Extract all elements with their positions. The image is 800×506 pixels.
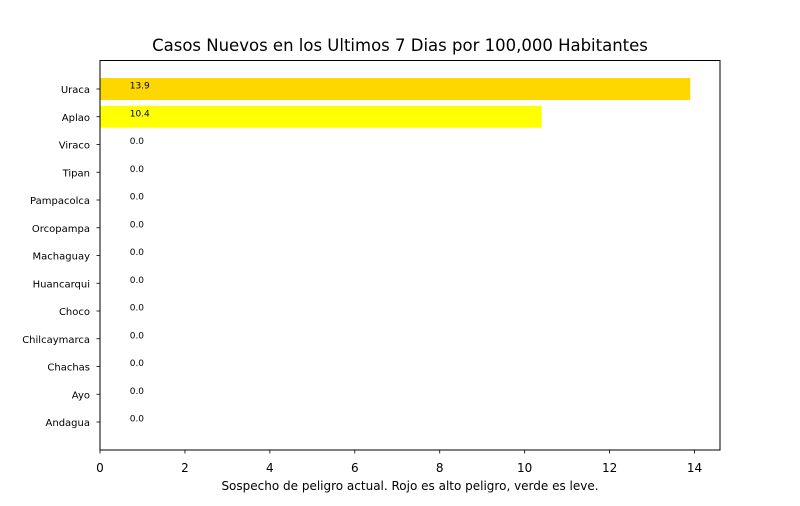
y-tick-label: Choco [59,307,90,318]
data-label: 10.4 [130,109,150,119]
x-tick-label: 4 [266,461,274,475]
y-tick-label: Ayo [72,390,90,401]
plot-area: 13.9 10.4 0.0 0.0 0.0 0.0 0.0 0.0 0.0 0.0 0.0 0.0 0.… [100,78,691,425]
data-label: 0.0 [130,248,145,258]
y-tick-label: Machaguay [33,252,91,263]
y-tick-label: Chachas [47,363,90,374]
x-axis-label: Sospecho de peligro actual. Rojo es alto… [221,479,598,493]
data-label: 0.0 [130,276,145,286]
bar [100,105,542,128]
data-label: 0.0 [130,387,145,397]
x-tick-label: 14 [687,461,702,475]
y-axis: Uraca Aplao Viraco Tipan Pampacolca Orcopampa… [22,85,100,429]
data-label: 0.0 [130,193,145,203]
y-tick-label: Tipan [62,168,90,179]
x-tick-label: 0 [96,461,104,475]
y-tick-label: Andagua [46,418,90,429]
x-tick-label: 10 [517,461,532,475]
data-label: 13.9 [130,82,150,92]
x-tick-label: 8 [436,461,444,475]
data-label: 0.0 [130,304,145,314]
bar [100,78,691,100]
chart-title: Casos Nuevos en los Ultimos 7 Dias por 1… [152,36,648,55]
data-label: 0.0 [130,220,145,230]
data-label: 0.0 [130,165,145,175]
data-label: 0.0 [130,359,145,369]
data-label: 0.0 [130,137,145,147]
data-label: 0.0 [130,331,145,341]
x-tick-label: 2 [181,461,189,475]
y-tick-label: Uraca [61,85,90,96]
x-tick-label: 6 [351,461,359,475]
y-tick-label: Pampacolca [30,196,90,207]
y-tick-label: Aplao [62,113,90,124]
data-label: 0.0 [130,415,145,425]
x-axis: 0 2 4 6 8 10 12 14 [96,450,702,475]
x-tick-label: 12 [602,461,617,475]
y-tick-label: Viraco [59,141,90,152]
y-tick-label: Chilcaymarca [22,335,90,346]
y-tick-label: Orcopampa [32,224,90,235]
y-tick-label: Huancarqui [33,279,90,290]
